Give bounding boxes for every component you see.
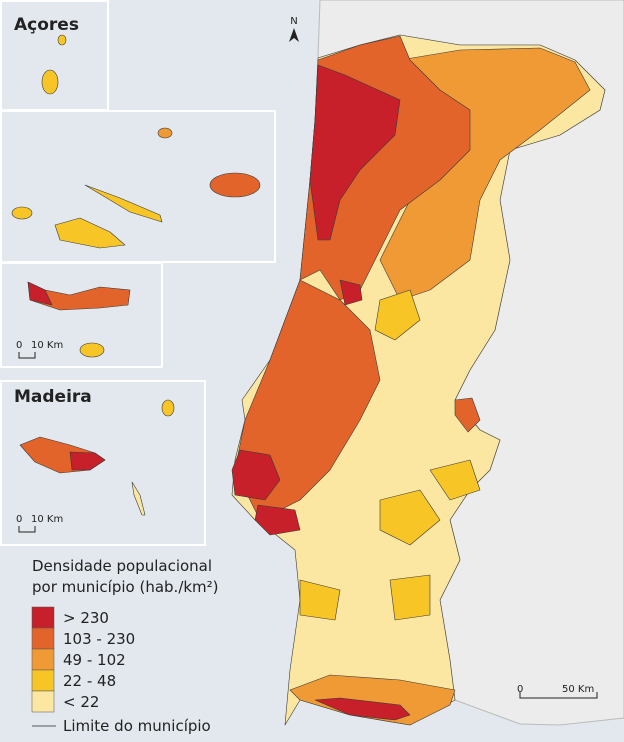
- island: [57, 34, 67, 46]
- island: [27, 281, 131, 311]
- legend-label: Limite do município: [63, 717, 211, 735]
- island: [41, 69, 59, 95]
- inset-frame: [0, 380, 206, 546]
- island: [69, 451, 106, 471]
- legend-label: 22 - 48: [63, 672, 116, 690]
- madeira-islands: [19, 399, 175, 516]
- region: [374, 289, 421, 341]
- legend-swatch: [31, 690, 55, 713]
- legend-swatch: [31, 669, 55, 692]
- island: [84, 184, 163, 223]
- island: [11, 206, 33, 220]
- region: [389, 574, 431, 621]
- region: [254, 504, 301, 536]
- legend-title: Densidade populacional: [32, 557, 212, 575]
- legend-label: 103 - 230: [63, 630, 135, 648]
- island: [209, 172, 261, 198]
- scale-length: 10 Km: [31, 514, 63, 525]
- region: [454, 397, 481, 433]
- scale-length: 50 Km: [562, 684, 594, 695]
- region: [379, 489, 441, 546]
- scale-zero: 0: [517, 684, 523, 695]
- legend: Densidade populacional por município (ha…: [31, 557, 219, 735]
- island: [161, 399, 175, 417]
- scale-bar: 0 10 Km: [16, 514, 63, 533]
- region: [429, 459, 481, 501]
- scale-line: [18, 352, 36, 359]
- island: [27, 281, 53, 306]
- legend-swatch: [31, 606, 55, 629]
- region: [289, 674, 456, 726]
- north-arrow: [289, 28, 299, 42]
- region: [339, 279, 363, 306]
- legend-swatch: [31, 627, 55, 650]
- region: [314, 697, 411, 721]
- scale-line: [519, 692, 598, 699]
- azores-islands: [11, 34, 261, 358]
- island: [54, 217, 126, 249]
- mainland: [231, 34, 606, 726]
- region: [231, 449, 281, 501]
- legend-swatch: [31, 648, 55, 671]
- scale-line: [18, 526, 36, 533]
- legend-title: por município (hab./km²): [32, 578, 219, 596]
- inset-title: Madeira: [14, 387, 92, 407]
- region: [299, 579, 341, 621]
- scale-zero: 0: [16, 514, 22, 525]
- island: [157, 127, 173, 139]
- north-label: N: [290, 16, 297, 27]
- scale-bar: 0 10 Km: [16, 340, 63, 359]
- legend-label: > 230: [63, 609, 109, 627]
- scale-bar: 0 50 Km: [517, 684, 598, 699]
- region: [309, 64, 401, 241]
- scale-zero: 0: [16, 340, 22, 351]
- scale-length: 10 Km: [31, 340, 63, 351]
- legend-label: < 22: [63, 693, 99, 711]
- legend-label: 49 - 102: [63, 651, 126, 669]
- island: [79, 342, 105, 358]
- inset-title: Açores: [14, 15, 79, 35]
- island: [131, 481, 146, 516]
- inset-frame: [0, 262, 163, 368]
